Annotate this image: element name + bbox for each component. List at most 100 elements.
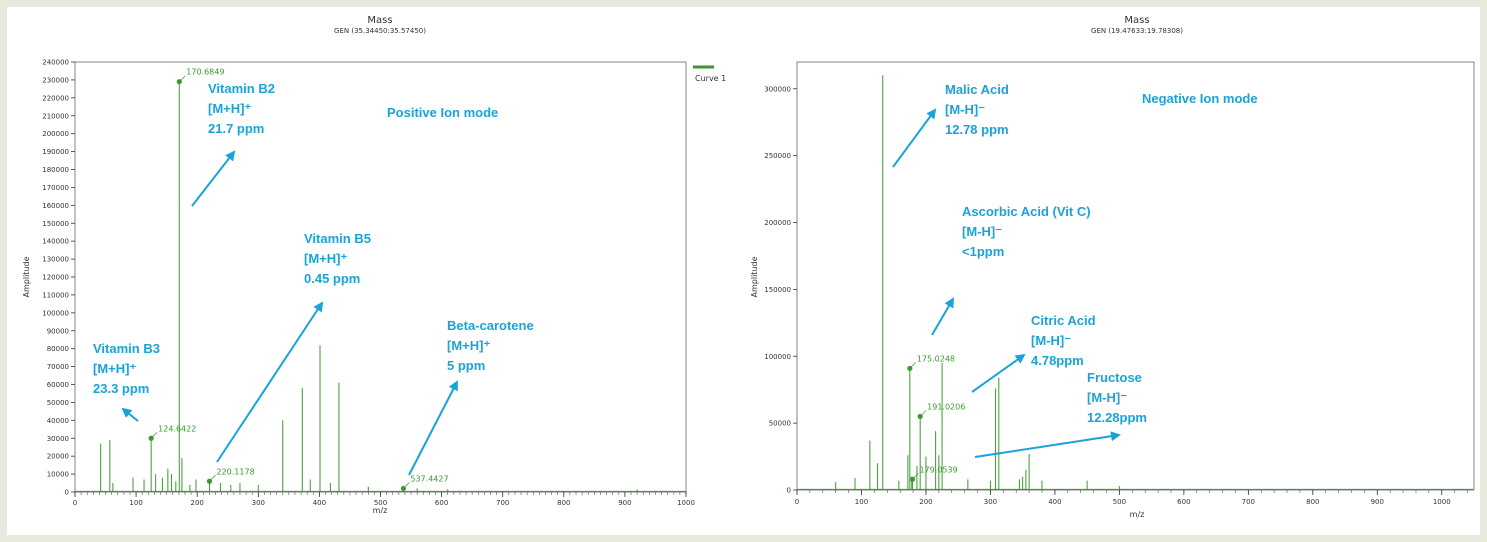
peak-marker — [148, 435, 154, 441]
y-tick-label: 160000 — [42, 202, 69, 210]
x-tick-label: 600 — [1177, 498, 1190, 506]
chart-title: Mass — [367, 15, 392, 26]
y-tick-label: 40000 — [47, 417, 69, 425]
y-tick-label: 60000 — [47, 381, 69, 389]
x-tick-label: 300 — [984, 498, 997, 506]
x-tick-label: 800 — [1306, 498, 1319, 506]
arrow-vitamin-b2 — [191, 150, 236, 207]
mode-label: Negative Ion mode — [1142, 91, 1258, 106]
peak-marker — [907, 365, 913, 371]
arrow-fructose — [974, 431, 1121, 458]
y-tick-label: 10000 — [47, 471, 69, 479]
x-tick-label: 200 — [191, 499, 204, 507]
x-tick-label: 400 — [313, 499, 326, 507]
arrow-beta-carotene — [408, 380, 458, 476]
axis-ticks: 0 100 200 300 400 500 600 700 800 900 1000 0 50000 10… — [764, 85, 1474, 506]
y-tick-label: 100000 — [764, 353, 791, 361]
x-tick-label: 100 — [129, 499, 142, 507]
chart-subtitle: GEN (35.34450:35.57450) — [334, 27, 426, 35]
x-tick-label: 100 — [855, 498, 868, 506]
peak-marker — [400, 485, 406, 492]
annotation-line: 12.78 ppm — [945, 122, 1009, 137]
x-tick-label: 700 — [1242, 498, 1255, 506]
annotation-citric-acid: Citric Acid [M-H]⁻ 4.78ppm — [1031, 313, 1096, 368]
annotation-line: Ascorbic Acid (Vit C) — [962, 204, 1091, 219]
annotation-line: 23.3 ppm — [93, 381, 149, 396]
y-tick-label: 170000 — [42, 184, 69, 192]
x-tick-label: 800 — [557, 499, 570, 507]
x-tick-label: 0 — [795, 498, 799, 506]
x-tick-label: 500 — [374, 499, 387, 507]
annotation-line: <1ppm — [962, 244, 1004, 259]
y-tick-label: 90000 — [47, 327, 69, 335]
y-tick-label: 20000 — [47, 453, 69, 461]
y-tick-label: 70000 — [47, 363, 69, 371]
axis-ticks: 0 100 200 300 400 500 600 700 800 900 100001000020… — [42, 59, 695, 508]
y-tick-label: 250000 — [764, 152, 791, 160]
negative-ion-chart: Mass GEN (19.47633:19.78308) 0 100 200 300 4… — [750, 15, 1475, 519]
annotation-line: [M-H]⁻ — [962, 224, 1002, 239]
annotation-line: Malic Acid — [945, 82, 1009, 97]
y-tick-label: 300000 — [764, 85, 791, 93]
peak-label: 220.1178 — [216, 467, 254, 476]
peak-markers: 175.0248 191.0206 179.0539 — [907, 354, 965, 482]
x-tick-label: 900 — [618, 499, 631, 507]
y-tick-label: 110000 — [42, 291, 69, 299]
annotation-line: 21.7 ppm — [208, 121, 264, 136]
x-tick-label: 600 — [435, 499, 448, 507]
y-tick-label: 50000 — [769, 420, 791, 428]
y-tick-label: 80000 — [47, 345, 69, 353]
annotation-line: [M-H]⁻ — [1087, 390, 1127, 405]
y-tick-label: 200000 — [42, 130, 69, 138]
x-tick-label: 400 — [1048, 498, 1061, 506]
peak-marker — [917, 413, 923, 420]
y-tick-label: 200000 — [764, 219, 791, 227]
figure-frame: Mass GEN (35.34450:35.57450) 0 100 200 300 4… — [7, 7, 1480, 535]
y-tick-label: 0 — [65, 489, 69, 497]
y-tick-label: 150000 — [764, 286, 791, 294]
y-tick-label: 100000 — [42, 309, 69, 317]
annotation-line: [M-H]⁻ — [945, 102, 985, 117]
x-tick-label: 1000 — [677, 499, 695, 507]
annotation-line: Vitamin B2 — [208, 81, 275, 96]
legend-entry: Curve 1 — [695, 74, 726, 83]
annotation-malic-acid: Malic Acid [M-H]⁻ 12.78 ppm — [945, 82, 1009, 137]
annotation-vitamin-b3: Vitamin B3 [M+H]⁺ 23.3 ppm — [93, 341, 160, 396]
y-tick-label: 120000 — [42, 274, 69, 282]
y-tick-label: 0 — [787, 487, 791, 495]
peak-markers: 124.6422 170.6849 220.1178 537.4427 — [148, 68, 449, 492]
y-tick-label: 150000 — [42, 220, 69, 228]
legend: Curve 1 — [693, 65, 726, 83]
y-tick-label: 140000 — [42, 238, 69, 246]
x-tick-label: 200 — [919, 498, 932, 506]
x-tick-label: 300 — [252, 499, 265, 507]
y-tick-label: 220000 — [42, 94, 69, 102]
peak-marker — [176, 79, 182, 85]
annotation-line: [M+H]⁺ — [304, 251, 347, 266]
y-axis-label: Amplitude — [22, 256, 31, 297]
peak-label: 175.0248 — [917, 354, 955, 363]
peak-marker — [909, 476, 916, 482]
annotation-line: Citric Acid — [1031, 313, 1096, 328]
annotation-line: 4.78ppm — [1031, 353, 1084, 368]
spectrum-series — [835, 75, 1120, 490]
annotation-vitamin-b2: Vitamin B2 [M+H]⁺ 21.7 ppm — [208, 81, 275, 136]
x-tick-label: 1000 — [1433, 498, 1451, 506]
annotation-line: [M-H]⁻ — [1031, 333, 1071, 348]
annotation-line: [M+H]⁺ — [447, 338, 490, 353]
annotation-line: 12.28ppm — [1087, 410, 1147, 425]
plot-border — [796, 61, 1475, 491]
positive-ion-chart: Mass GEN (35.34450:35.57450) 0 100 200 300 4… — [22, 15, 726, 515]
y-tick-label: 230000 — [42, 76, 69, 84]
x-tick-label: 0 — [73, 499, 77, 507]
y-tick-label: 130000 — [42, 256, 69, 264]
annotation-line: Vitamin B3 — [93, 341, 160, 356]
arrow-citric-acid — [971, 353, 1026, 393]
y-tick-label: 190000 — [42, 148, 69, 156]
annotation-line: Fructose — [1087, 370, 1142, 385]
y-axis-label: Amplitude — [750, 256, 759, 297]
annotation-line: 0.45 ppm — [304, 271, 360, 286]
peak-label: 537.4427 — [410, 474, 448, 483]
y-tick-label: 210000 — [42, 112, 69, 120]
annotation-line: Beta-carotene — [447, 318, 534, 333]
